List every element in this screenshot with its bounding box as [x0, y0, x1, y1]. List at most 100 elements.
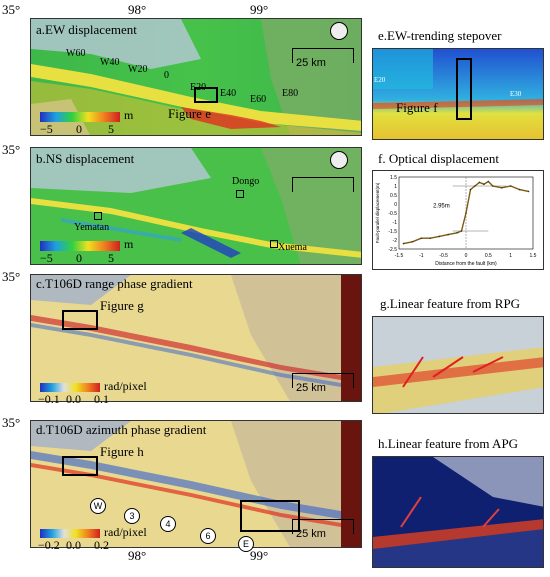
station-e80: E80	[282, 88, 299, 99]
lon-label-98-bottom: 98°	[128, 548, 147, 563]
data-point	[420, 237, 423, 239]
colorbar-a-unit: m	[124, 108, 134, 122]
data-point	[478, 181, 481, 184]
colorbar-d-mid: 0.0	[66, 538, 81, 552]
scale-bar-c	[292, 373, 354, 388]
figure-g-label: Figure g	[100, 298, 144, 313]
x-tick-label: -1.5	[395, 253, 404, 259]
lon-label-98: 98°	[128, 2, 147, 17]
x-tick-label: 1	[509, 253, 512, 259]
y-tick-label: -2	[393, 238, 398, 244]
scale-bar-b	[292, 177, 354, 192]
figure-f-box	[456, 58, 472, 120]
place-xuema: Xuema	[278, 242, 307, 253]
y-tick-label: 0.5	[390, 193, 397, 199]
colorbar-d	[40, 529, 100, 538]
place-yematan: Yematan	[74, 222, 110, 233]
circle-4: 4	[160, 516, 176, 532]
marker-xuema	[270, 240, 278, 248]
colorbar-b-mid: 0	[76, 251, 82, 265]
north-arrow-a-icon	[330, 22, 348, 40]
figure-f-label: Figure f	[396, 100, 438, 115]
data-point	[469, 188, 472, 191]
tick-e20: E20	[374, 76, 386, 84]
station-w20: W20	[128, 64, 148, 75]
data-point	[500, 187, 503, 189]
colorbar-c	[40, 383, 100, 392]
data-point	[487, 180, 490, 183]
colorbar-b-unit: m	[124, 237, 134, 251]
panel-e-inset	[372, 48, 544, 140]
y-tick-label: -1	[393, 220, 398, 226]
data-point	[438, 235, 440, 238]
panel-h-image	[373, 457, 543, 567]
figure-e-label: Figure e	[168, 106, 211, 121]
colorbar-b-max: 5	[108, 251, 114, 265]
y-tick-label: -0.5	[388, 211, 397, 217]
data-point	[474, 185, 476, 187]
data-point	[465, 212, 467, 214]
colorbar-d-max: 0.2	[94, 538, 109, 552]
panel-h-inset	[372, 456, 544, 568]
x-axis-label: Distance from the fault (km)	[435, 261, 497, 267]
data-point	[509, 185, 512, 187]
map-panel-d	[30, 420, 362, 548]
data-point	[456, 232, 458, 234]
tick-e30: E30	[510, 90, 522, 98]
colorbar-c-max: 0.1	[94, 392, 109, 406]
chart-svg: -1.5 -1 -0.5 0 0.5 1 1.5 1.5 1 0.5 0 -0.5 -1 -1.5 -2 -2…	[375, 175, 537, 267]
data-point	[447, 233, 449, 236]
x-tick-label: 0.5	[485, 253, 492, 259]
x-tick-label: 0	[465, 253, 468, 259]
colorbar-a-mid: 0	[76, 122, 82, 136]
panel-f-title: f. Optical displacement	[378, 151, 499, 166]
lon-label-99-bottom: 99°	[250, 548, 269, 563]
circle-w: W	[90, 498, 106, 514]
data-point	[460, 230, 463, 232]
panel-g-inset	[372, 316, 544, 414]
station-w40: W40	[100, 57, 120, 68]
map-panel-c	[30, 274, 362, 402]
y-tick-label: 1.5	[390, 175, 397, 181]
data-point	[492, 185, 494, 187]
data-point	[402, 242, 405, 245]
place-dongo: Dongo	[232, 176, 260, 187]
colorbar-c-min: −0.1	[38, 392, 60, 406]
lat-label-a: 35°	[2, 2, 21, 17]
data-point	[429, 237, 432, 239]
colorbar-b-min: −5	[40, 251, 53, 265]
colorbar-a	[40, 112, 120, 122]
colorbar-b	[40, 241, 120, 251]
scale-bar-a	[292, 48, 354, 63]
y-tick-label: -2.5	[388, 247, 397, 253]
x-tick-label: 1.5	[530, 253, 537, 259]
north-arrow-b-icon	[330, 151, 348, 169]
circle-e: E	[238, 536, 254, 552]
figure-h-box	[62, 456, 98, 476]
colorbar-a-max: 5	[108, 122, 114, 136]
lat-label-d: 35°	[2, 415, 21, 430]
data-point	[518, 188, 521, 191]
panel-a-title: a.EW displacement	[36, 22, 137, 37]
y-tick-label: 1	[394, 184, 397, 190]
annotation-label: 2.95m	[433, 204, 450, 210]
figure-h-label: Figure h	[100, 444, 144, 459]
scale-label-d: 25 km	[296, 528, 326, 540]
data-point	[411, 241, 414, 243]
scale-bar-d	[292, 519, 354, 534]
station-w60: W60	[66, 48, 86, 59]
marker-dongo	[236, 190, 244, 198]
circle-3: 3	[124, 508, 140, 524]
panel-h-title: h.Linear feature from APG	[378, 436, 519, 451]
panel-g-title: g.Linear feature from RPG	[380, 296, 521, 311]
panel-e-title: e.EW-trending stepover	[378, 28, 502, 43]
circle-6: 6	[200, 528, 216, 544]
figure-g-box	[62, 310, 98, 330]
panel-e-image	[373, 49, 543, 139]
map-c-image	[31, 275, 361, 401]
y-axis-label: Fault-parallel displacement(m)	[375, 182, 380, 243]
data-point	[527, 190, 530, 193]
colorbar-c-unit: rad/pixel	[104, 379, 147, 393]
y-tick-label: -1.5	[388, 229, 397, 235]
map-d-image	[31, 421, 361, 547]
